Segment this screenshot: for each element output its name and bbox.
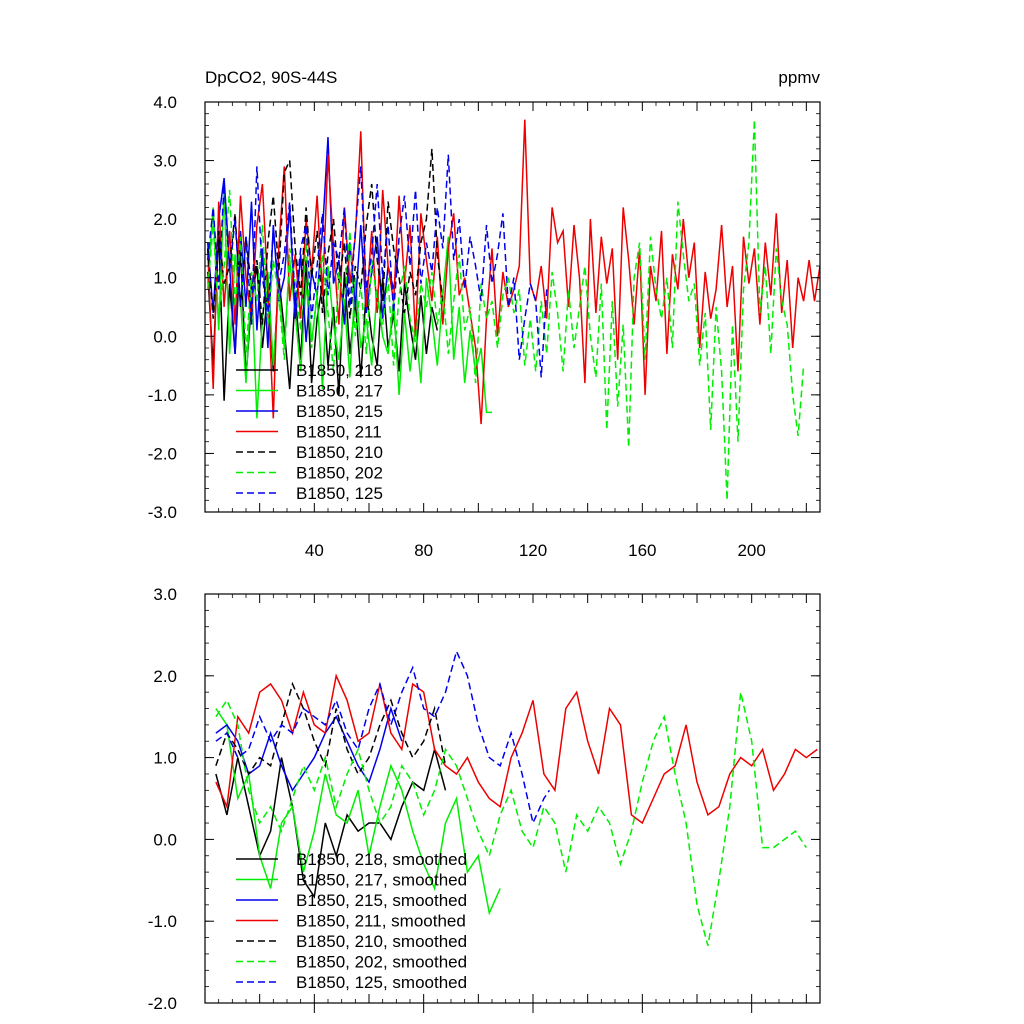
panel2-series-line-4 [215,673,818,825]
panel2-series-line-2 [215,708,501,916]
panel2-series-line-6 [215,692,807,946]
panel1-ytick-label: 0.0 [153,327,177,346]
panel2-plot-area [215,649,818,946]
panel1-xtick-label: 80 [414,541,433,560]
panel1-ytick-label: -1.0 [148,386,177,405]
panel1-legend-label: B1850, 215 [296,402,383,421]
panel1-ytick-label: 3.0 [153,152,177,171]
panel1-series-line-3 [206,137,400,354]
panel1-ytick-label: 2.0 [153,210,177,229]
panel2-legend-label: B1850, 210, smoothed [296,932,467,951]
panel2-legend: B1850, 218, smoothed B1850, 217, smoothed… [236,850,467,992]
panel1-plot-area [206,119,820,501]
panel1-units: ppmv [778,68,820,87]
panel1-series-line-2 [206,189,492,419]
panel2-frame [204,593,821,1004]
panel1-ytick-label: 1.0 [153,269,177,288]
panel1-ytick-label: -3.0 [148,503,177,522]
panel1-legend-label: B1850, 202 [296,464,383,483]
panel2-series-line-5 [215,681,447,776]
panel1-frame [204,101,821,513]
panel1-ytick-label: -2.0 [148,444,177,463]
panel2-ytick-label: 0.0 [153,830,177,849]
panel2-ytick-label: 1.0 [153,749,177,768]
panel1-title: DpCO2, 90S-44S [205,68,337,87]
panel1-xtick-label: 160 [628,541,656,560]
panel1-legend-label: B1850, 210 [296,443,383,462]
panel2-axes: -2.0 -1.0 0.0 1.0 2.0 3.0 [148,585,821,1013]
panel1-xtick-label: 40 [305,541,324,560]
panel2-legend-label: B1850, 215, smoothed [296,891,467,910]
panel2-legend-label: B1850, 125, smoothed [296,973,467,992]
panel1-series-line-7 [206,154,548,378]
panel1-legend-label: B1850, 217 [296,382,383,401]
panel1-axes: -3.0 -2.0 -1.0 0.0 1.0 2.0 3.0 4.0 40 80 120 160 200 [148,93,821,560]
panel1-xtick-label: 120 [519,541,547,560]
panel1-xtick-label: 200 [737,541,765,560]
panel2-series-line-7 [215,649,551,826]
panel2-legend-label: B1850, 218, smoothed [296,850,467,869]
panel2-legend-label: B1850, 202, smoothed [296,953,467,972]
panel1-ytick-label: 4.0 [153,93,177,112]
panel2-series-line-3 [215,705,403,792]
panel2-series-line-1 [215,746,447,899]
panel2-legend-label: B1850, 217, smoothed [296,871,467,890]
panel1-legend-label: B1850, 125 [296,484,383,503]
panel1-legend-label: B1850, 218 [296,361,383,380]
panel1-legend-label: B1850, 211 [296,423,382,442]
panel2-ytick-label: 2.0 [153,667,177,686]
panel2-ytick-label: -1.0 [148,912,177,931]
panel2-legend-label: B1850, 211, smoothed [296,912,466,931]
panel2-ytick-label: 3.0 [153,585,177,604]
panel2-ytick-label: -2.0 [148,994,177,1013]
panel1-series-line-6 [206,119,805,501]
